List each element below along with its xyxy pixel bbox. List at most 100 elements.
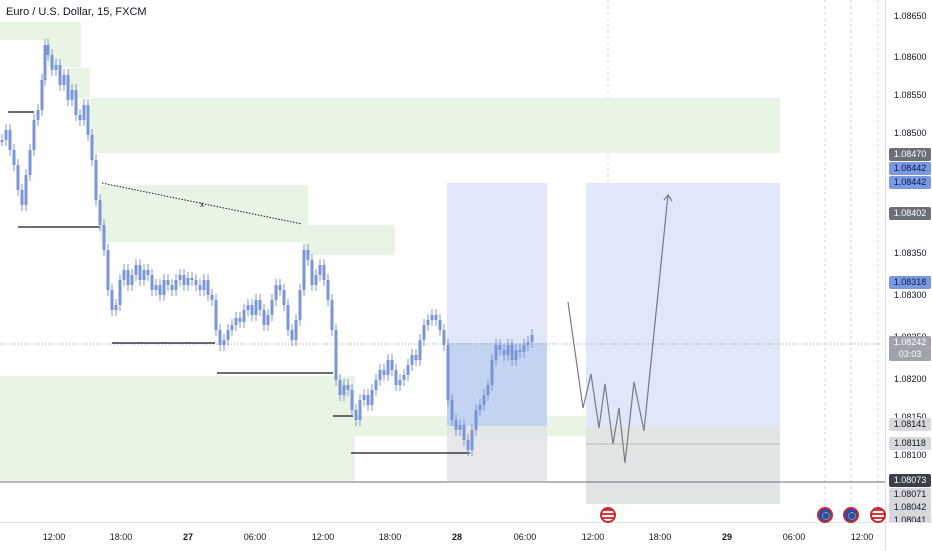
zone-rect[interactable] <box>0 376 355 481</box>
candle-body <box>390 360 394 370</box>
candle-body <box>162 280 166 295</box>
candle-body <box>374 380 378 390</box>
candle-body <box>522 345 526 352</box>
price-label-tag: 1.08042 <box>889 501 931 514</box>
candle-body <box>12 150 16 165</box>
candle-body <box>78 115 82 120</box>
time-axis[interactable]: 12:00 18:00 27 06:00 12:00 18:00 28 06:00 12:00 1… <box>0 522 885 551</box>
projection-path[interactable] <box>567 194 669 464</box>
price-tick: 1.08200 <box>894 374 927 384</box>
candle-body <box>234 318 238 325</box>
chart-title: Euro / U.S. Dollar, 15, FXCM <box>6 6 147 18</box>
time-tick: 27 <box>182 532 194 542</box>
candle-body <box>518 350 522 352</box>
candle-body <box>302 250 306 290</box>
candle-body <box>8 130 12 150</box>
candle-body <box>246 305 250 310</box>
candle-body <box>330 300 334 330</box>
price-label-tag: 1.08242 <box>889 336 931 349</box>
price-tick: 1.08500 <box>894 128 927 138</box>
candle-body <box>526 342 530 345</box>
zone-rect[interactable] <box>90 98 780 153</box>
candle-body <box>114 305 118 310</box>
time-tick: 06:00 <box>243 532 267 542</box>
candles <box>0 39 534 456</box>
candle-body <box>4 130 8 140</box>
candle-body <box>206 280 210 295</box>
candle-body <box>218 330 222 345</box>
candle-body <box>406 365 410 375</box>
candle-body <box>342 385 346 395</box>
candle-body <box>174 280 178 290</box>
time-tick: 18:00 <box>378 532 402 542</box>
price-chart[interactable]: x <box>0 0 885 522</box>
candle-body <box>86 105 90 135</box>
candle-body <box>230 325 234 330</box>
candle-body <box>74 90 78 115</box>
candle-body <box>102 225 106 250</box>
candle-body <box>462 425 466 440</box>
candle-body <box>242 310 246 322</box>
candle-body <box>146 270 150 275</box>
us-flag-icon[interactable] <box>870 507 886 523</box>
trend-line[interactable] <box>101 182 303 225</box>
candle-body <box>486 385 490 395</box>
candle-body <box>482 395 486 405</box>
candle-body <box>314 275 318 285</box>
candle-body <box>62 75 66 85</box>
candle-body <box>28 150 32 175</box>
zone-rect[interactable] <box>305 225 395 255</box>
candle-body <box>294 320 298 340</box>
candle-body <box>290 330 294 340</box>
candle-body <box>498 345 502 350</box>
candle-body <box>326 280 330 300</box>
candle-body <box>110 290 114 310</box>
candle-body <box>182 275 186 285</box>
candle-body <box>150 275 154 290</box>
target-zone[interactable] <box>447 183 547 343</box>
candle-body <box>350 390 354 410</box>
candle-body <box>20 190 24 205</box>
price-tick: 1.08600 <box>894 52 927 62</box>
candle-body <box>514 350 518 360</box>
time-tick: 18:00 <box>648 532 672 542</box>
time-tick: 12:00 <box>581 532 605 542</box>
target-zone-2[interactable] <box>586 183 780 428</box>
candle-body <box>222 340 226 345</box>
candle-body <box>510 345 514 360</box>
candle-body <box>454 420 458 430</box>
candle-body <box>358 400 362 420</box>
eu-flag-icon[interactable] <box>817 507 833 523</box>
zone-rect[interactable] <box>100 185 308 242</box>
candle-body <box>338 380 342 395</box>
candle-body <box>170 285 174 290</box>
candle-body <box>310 260 314 285</box>
candle-body <box>414 355 418 360</box>
price-tick: 1.08150 <box>894 412 927 422</box>
chart-area[interactable]: x Euro / U.S. Dollar, 15, FXCM <box>0 0 885 522</box>
loss-zone-2[interactable] <box>586 428 780 504</box>
time-tick: 06:00 <box>782 532 806 542</box>
candle-body <box>306 250 310 260</box>
candle-body <box>43 45 47 80</box>
price-label-tag: 1.08442 <box>889 176 931 189</box>
eu-flag-icon[interactable] <box>843 507 859 523</box>
time-tick: 12:00 <box>42 532 66 542</box>
candle-body <box>286 305 290 330</box>
candle-body <box>166 280 170 285</box>
candle-body <box>494 345 498 360</box>
candle-body <box>198 285 202 290</box>
us-flag-icon[interactable] <box>600 507 616 523</box>
candle-body <box>398 380 402 385</box>
candle-body <box>502 350 506 355</box>
candle-body <box>442 330 446 345</box>
price-label-tag: 1.08073 <box>889 474 931 487</box>
candle-body <box>386 360 390 375</box>
price-axis[interactable]: 1.08650 1.08600 1.08550 1.08500 1.08350 1.083… <box>885 0 932 527</box>
candle-body <box>506 345 510 355</box>
candle-body <box>418 340 422 360</box>
candle-body <box>438 320 442 330</box>
time-tick: 06:00 <box>513 532 537 542</box>
candle-body <box>378 370 382 380</box>
candle-body <box>130 275 134 285</box>
